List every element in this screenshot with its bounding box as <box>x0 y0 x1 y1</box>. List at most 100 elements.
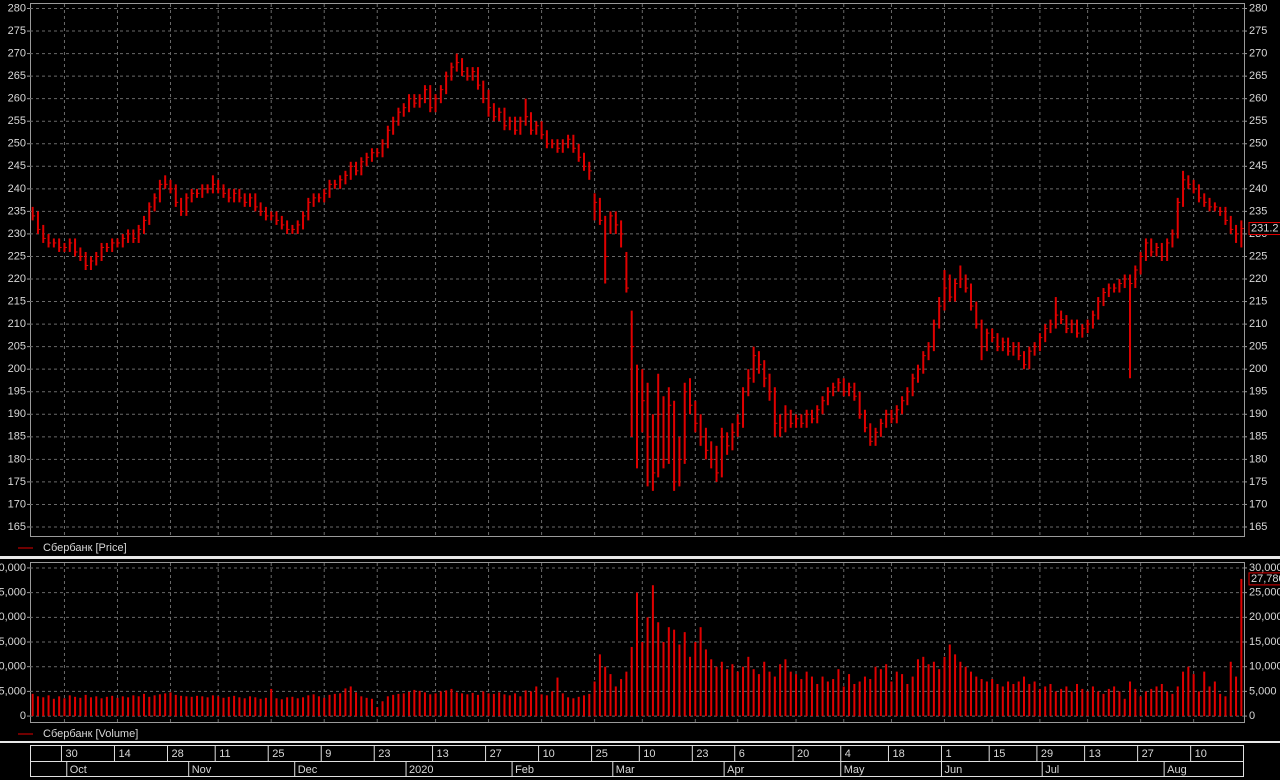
volume-bar <box>848 674 851 717</box>
volume-bar <box>370 698 373 717</box>
volume-bar <box>1038 688 1041 717</box>
volume-bar <box>895 671 898 717</box>
x-tick-label: 10 <box>543 748 555 760</box>
x-tick-label: 11 <box>219 748 230 760</box>
volume-bar <box>694 642 697 717</box>
y-tick-label: 280 <box>1249 2 1267 14</box>
volume-bar <box>863 676 866 717</box>
volume-bar <box>985 681 988 717</box>
volume-bar <box>1187 666 1190 717</box>
volume-bar <box>1097 691 1100 717</box>
volume-bar <box>641 642 644 717</box>
volume-bar <box>95 696 98 717</box>
volume-bar <box>646 617 649 717</box>
volume-bar <box>445 690 448 717</box>
volume-bar <box>588 693 591 717</box>
y-tick-label: 20,000 <box>1249 611 1280 623</box>
volume-bar <box>1160 683 1163 717</box>
volume-bar <box>450 688 453 717</box>
volume-bar <box>678 644 681 717</box>
volume-bar <box>1044 686 1047 717</box>
volume-bar <box>227 696 230 717</box>
x-tick-label: 13 <box>1089 748 1101 760</box>
volume-bar <box>476 694 479 717</box>
x-tick-label: 18 <box>892 748 904 760</box>
volume-bar <box>1224 696 1227 717</box>
volume-bar <box>996 683 999 717</box>
volume-bar <box>964 666 967 717</box>
volume-bar <box>137 696 140 717</box>
volume-bar <box>821 676 824 717</box>
month-label: Feb <box>515 764 534 776</box>
volume-bar <box>1118 691 1121 717</box>
volume-bar <box>1166 691 1169 717</box>
y-tick-label: 5,000 <box>1249 685 1277 697</box>
volume-bar <box>158 694 161 717</box>
volume-bar <box>948 644 951 717</box>
volume-bar <box>386 696 389 717</box>
y-tick-label: 225 <box>1249 250 1267 262</box>
x-tick-label: 10 <box>1195 748 1207 760</box>
x-tick-label: 25 <box>272 748 284 760</box>
y-tick-label: 180 <box>8 453 26 465</box>
volume-bar <box>1033 681 1036 717</box>
volume-bar <box>969 671 972 717</box>
x-tick-label: 20 <box>797 748 809 760</box>
volume-bar <box>302 697 305 717</box>
volume-bar <box>1182 671 1185 717</box>
volume-bar <box>275 698 278 717</box>
y-tick-label: 275 <box>1249 25 1267 37</box>
volume-bar <box>927 664 930 717</box>
volume-bar <box>1028 683 1031 717</box>
y-tick-label: 185 <box>8 431 26 443</box>
x-tick-label: 29 <box>1041 748 1053 760</box>
volume-bar <box>667 627 670 717</box>
volume-bar <box>461 693 464 717</box>
volume-bar <box>482 691 485 717</box>
month-label: Apr <box>727 764 744 776</box>
volume-bar <box>1081 688 1084 717</box>
volume-bar <box>826 681 829 717</box>
volume-bar <box>1129 681 1132 717</box>
y-tick-label: 190 <box>1249 408 1267 420</box>
y-tick-label: 265 <box>8 70 26 82</box>
volume-bar <box>742 666 745 717</box>
volume-bar <box>911 676 914 717</box>
volume-bar <box>1060 688 1063 717</box>
volume-bar <box>74 696 77 717</box>
volume-bar <box>938 669 941 717</box>
volume-bar <box>853 683 856 717</box>
volume-bar <box>582 695 585 717</box>
volume-bar <box>270 688 273 717</box>
volume-bar <box>879 669 882 717</box>
volume-bar <box>561 693 564 717</box>
volume-bar <box>381 701 384 717</box>
y-tick-label: 235 <box>8 205 26 217</box>
volume-bar <box>922 656 925 717</box>
x-tick-label: 15 <box>993 748 1005 760</box>
volume-bar <box>1150 688 1153 717</box>
y-tick-label: 240 <box>8 183 26 195</box>
volume-bar <box>233 695 236 717</box>
x-tick-label: 23 <box>696 748 708 760</box>
volume-bar <box>816 683 819 717</box>
y-tick-label: 200 <box>1249 363 1267 375</box>
y-tick-label: 220 <box>8 273 26 285</box>
volume-bar <box>1017 681 1020 717</box>
volume-bar <box>408 691 411 717</box>
last-volume-box <box>1248 572 1280 586</box>
y-tick-label: 10,000 <box>1249 661 1280 673</box>
y-tick-label: 210 <box>8 318 26 330</box>
y-tick-label: 25,000 <box>0 587 26 599</box>
volume-bar <box>567 697 570 717</box>
volume-bar <box>328 694 331 717</box>
volume-bar <box>524 690 527 717</box>
y-tick-label: 250 <box>8 138 26 150</box>
volume-bar <box>333 693 336 717</box>
volume-bar <box>1012 683 1015 717</box>
volume-bar <box>254 697 257 717</box>
volume-bar <box>148 696 151 717</box>
y-tick-label: 280 <box>8 2 26 14</box>
y-tick-label: 270 <box>1249 47 1267 59</box>
y-tick-label: 175 <box>1249 476 1267 488</box>
